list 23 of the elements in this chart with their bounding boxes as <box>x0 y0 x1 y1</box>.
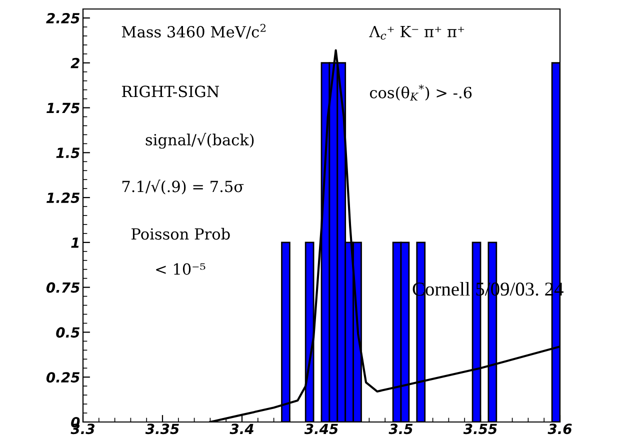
x-tick-label: 3.45 <box>304 424 338 434</box>
y-tick-label: 0.25 <box>46 372 80 383</box>
y-tick-label: 1.25 <box>46 192 80 204</box>
y-tick-label: 1 <box>71 238 79 248</box>
y-tick-label: 0.75 <box>46 282 80 293</box>
annotation: Λ$_{c}$⁺ K⁻ π⁺ π⁺ <box>369 26 464 40</box>
annotation: Mass 3460 MeV/c$^{2}$ <box>122 24 266 39</box>
y-tick-label: 2.25 <box>46 12 80 24</box>
x-tick-label: 3.6 <box>548 424 572 434</box>
y-tick-label: 2 <box>70 58 80 68</box>
y-tick-label: 1.5 <box>56 148 80 158</box>
annotation: signal/√(back) <box>146 132 254 149</box>
x-tick-label: 3.5 <box>388 424 413 434</box>
y-tick-label: 1.75 <box>46 102 80 114</box>
annotation: < 10⁻⁵ <box>156 263 206 275</box>
x-tick-label: 3.55 <box>463 424 497 434</box>
x-tick-label: 3.35 <box>145 424 179 434</box>
annotation: Poisson Prob <box>132 228 230 240</box>
annotation: cos(θ$_{K}$$^{*}$) > -.6 <box>370 84 472 101</box>
annotation: RIGHT-SIGN <box>122 86 220 98</box>
y-tick-label: 0.5 <box>56 327 80 338</box>
x-tick-label: 3.4 <box>230 424 254 434</box>
annotation: 7.1/√(.9) = 7.5σ <box>122 180 244 194</box>
